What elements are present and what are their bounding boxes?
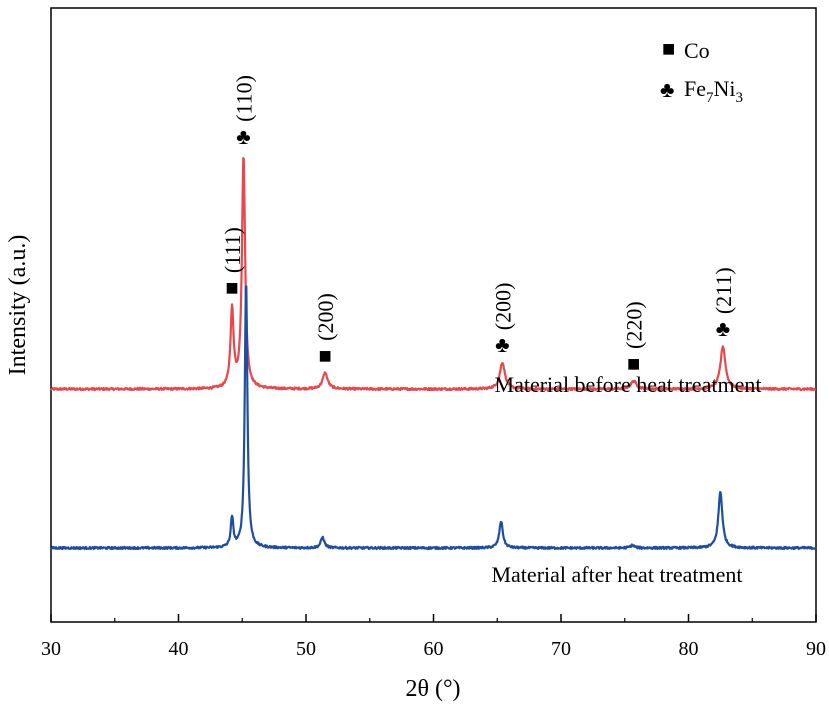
- x-tick-label: 90: [806, 638, 826, 660]
- legend-co-marker: ■: [662, 36, 675, 61]
- x-tick-label: 60: [424, 638, 444, 660]
- legend-fe7ni3-marker: ♣: [660, 77, 674, 102]
- co-marker: ■: [225, 275, 238, 300]
- series-line-before: [50, 156, 817, 392]
- miller-index-label: (200): [490, 283, 515, 331]
- legend-fe7ni3-label: Fe7Ni3: [684, 76, 743, 106]
- fe7ni3-marker: ♣: [716, 316, 730, 341]
- miller-index-label: (200): [313, 293, 338, 341]
- legend-co-label: Co: [684, 38, 710, 63]
- x-tick-label: 30: [41, 638, 61, 660]
- legend: ■ Co ♣ Fe7Ni3: [660, 36, 743, 106]
- x-tick-label: 80: [679, 638, 699, 660]
- x-tick-label: 50: [296, 638, 316, 660]
- peak-annotations: ■(111)♣(110)■(200)♣(200)■(220) ♣(211): [220, 75, 736, 376]
- fe7ni3-marker: ♣: [236, 124, 250, 149]
- co-marker: ■: [318, 343, 331, 368]
- miller-index-label: (220): [622, 301, 647, 349]
- series-line-after: [50, 285, 817, 551]
- fe7ni3-marker: ♣: [495, 332, 509, 357]
- x-axis-ticks: 30 40 50 60 70 80 90: [41, 614, 826, 660]
- series-layer: [50, 156, 817, 551]
- legend-ni-subscript: 3: [736, 90, 744, 106]
- legend-fe-subscript: 7: [706, 90, 714, 106]
- x-tick-label: 40: [169, 638, 189, 660]
- legend-fe-text: Fe: [684, 76, 706, 101]
- miller-index-label: (111): [220, 227, 245, 273]
- co-marker: ■: [627, 351, 640, 376]
- miller-index-label: (211): [711, 267, 736, 314]
- legend-ni-text: Ni: [714, 76, 736, 101]
- x-tick-label: 70: [551, 638, 571, 660]
- miller-index-label: (110): [232, 75, 257, 122]
- y-axis-title: Intensity (a.u.): [5, 235, 31, 376]
- series-label-after: Material after heat treatment: [491, 562, 742, 587]
- series-label-before: Material before heat treatment: [495, 372, 762, 397]
- x-axis-title: 2θ (°): [405, 676, 460, 702]
